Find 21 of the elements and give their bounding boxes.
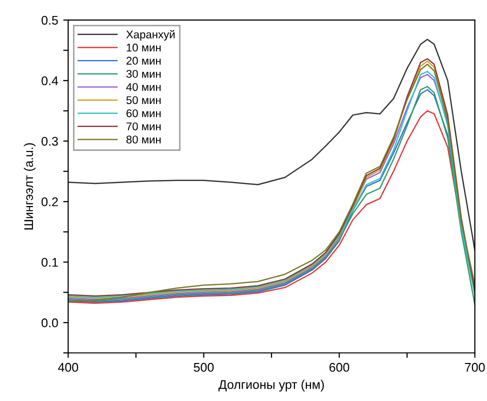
y-tick-label: 0.2	[42, 197, 58, 206]
text: 0.0	[42, 318, 58, 328]
legend-label: 10 мин	[126, 44, 161, 52]
x-tick-label: 500	[194, 362, 214, 372]
legend-label: 60 мин	[126, 109, 161, 118]
legend-label: 40 мин	[126, 83, 161, 91]
y-tick-label: 0.1	[42, 258, 58, 267]
legend-label: 70 мин	[126, 122, 161, 130]
legend-label: 30 мин	[126, 70, 161, 78]
x-tick-label: 400	[58, 362, 78, 372]
legend-label: 20 мин	[126, 56, 161, 65]
legend-label: 50 мин	[126, 96, 161, 104]
y-tick-label: 0.4	[42, 76, 58, 86]
y-tick-label: 0.5	[42, 16, 58, 25]
legend-label: 80 мин	[126, 136, 161, 144]
x-tick-label: 700	[465, 362, 485, 372]
x-axis-title: Долгионы урт (нм)	[218, 380, 324, 392]
legend-label: Харанхуй	[126, 30, 175, 41]
x-tick-label: 600	[329, 362, 350, 372]
y-tick-label: 0.3	[42, 136, 58, 146]
y-axis-title: Шингээлт (a.u.)	[24, 143, 36, 230]
